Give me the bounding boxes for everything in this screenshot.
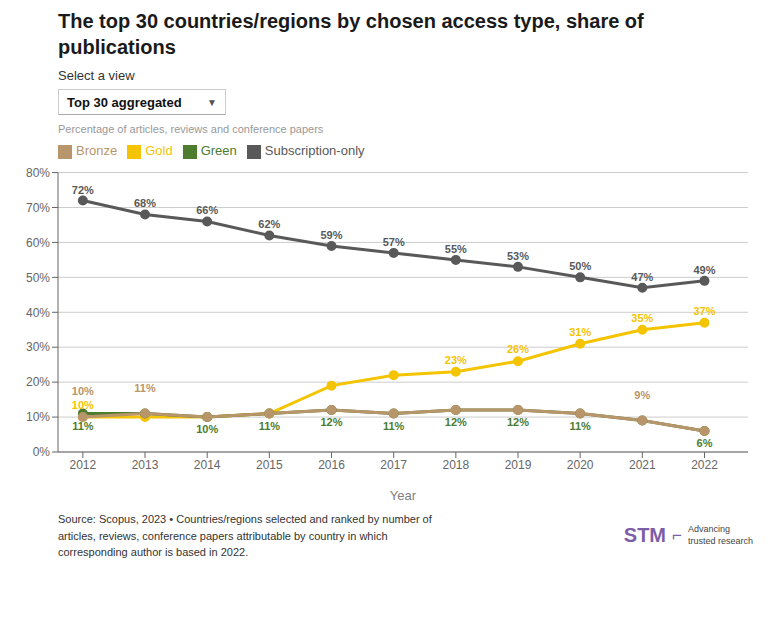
svg-text:11%: 11% [72,420,94,432]
svg-text:2018: 2018 [442,458,469,472]
html-text:trusted research: trusted research [688,535,753,546]
svg-text:10%: 10% [72,399,94,411]
svg-text:59%: 59% [320,229,342,241]
svg-text:35%: 35% [631,312,653,324]
svg-text:50%: 50% [569,260,591,272]
svg-text:57%: 57% [383,236,405,248]
svg-text:10%: 10% [26,410,50,424]
html-text:articles, reviews, conference: articles, reviews, conference papers att… [58,529,388,542]
svg-text:6%: 6% [697,437,713,449]
svg-text:37%: 37% [693,305,715,317]
svg-text:70%: 70% [26,201,50,215]
svg-text:2013: 2013 [132,458,159,472]
svg-text:80%: 80% [26,166,50,180]
svg-text:Year: Year [390,488,417,503]
svg-text:30%: 30% [26,340,50,354]
svg-text:2016: 2016 [318,458,345,472]
html-text:Bronze: Bronze [76,143,118,158]
svg-text:2012: 2012 [70,458,97,472]
html-text:The top 30 countries/regions b: The top 30 countries/regions by chosen a… [58,10,644,58]
html-text:Gold: Gold [145,143,173,158]
html-text:Green: Green [200,143,237,158]
svg-text:23%: 23% [445,354,467,366]
svg-text:31%: 31% [569,326,591,338]
svg-text:11%: 11% [134,382,156,394]
svg-text:20%: 20% [26,375,50,389]
svg-text:40%: 40% [26,306,50,320]
svg-text:11%: 11% [259,420,281,432]
html-text:Top 30 aggregated: Top 30 aggregated [67,94,182,110]
svg-text:49%: 49% [693,264,715,276]
html-text:Select a view: Select a view [58,68,135,83]
svg-text:2015: 2015 [256,458,283,472]
svg-text:2014: 2014 [194,458,221,472]
svg-text:2019: 2019 [505,458,532,472]
svg-text:12%: 12% [507,416,529,428]
svg-text:62%: 62% [258,218,280,230]
svg-text:26%: 26% [507,343,529,355]
svg-text:11%: 11% [569,420,591,432]
html-text:Percentage of articles, review: Percentage of articles, reviews and conf… [58,123,324,135]
svg-text:50%: 50% [26,271,50,285]
html-text:Source: Scopus, 2023 • Countri: Source: Scopus, 2023 • Countries/regions… [58,513,432,525]
svg-text:12%: 12% [320,416,342,428]
svg-text:47%: 47% [631,271,653,283]
svg-text:2017: 2017 [380,458,407,472]
svg-text:68%: 68% [134,197,156,209]
svg-text:2021: 2021 [629,458,656,472]
svg-text:11%: 11% [383,420,405,432]
svg-text:53%: 53% [507,250,529,262]
svg-text:66%: 66% [196,204,218,216]
svg-text:10%: 10% [196,423,218,435]
svg-text:9%: 9% [634,389,650,401]
svg-text:55%: 55% [445,243,467,255]
svg-text:60%: 60% [26,236,50,250]
svg-text:0%: 0% [33,445,51,459]
svg-text:72%: 72% [72,184,94,196]
html-text:corresponding author is based: corresponding author is based in 2022. [58,546,249,558]
svg-text:2022: 2022 [691,458,718,472]
html-text:STM ⌐ Advancing: STM ⌐ Advancing [623,524,730,547]
svg-text:12%: 12% [445,416,467,428]
svg-text:10%: 10% [72,385,94,397]
html-text:Subscription-only: Subscription-only [264,143,365,158]
svg-text:2020: 2020 [567,458,594,472]
